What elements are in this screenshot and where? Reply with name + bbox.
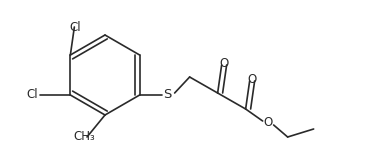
Text: Cl: Cl — [27, 88, 38, 102]
Text: O: O — [247, 73, 256, 86]
Text: S: S — [164, 88, 172, 102]
Text: O: O — [219, 57, 228, 70]
Text: CH₃: CH₃ — [73, 130, 95, 143]
Text: O: O — [263, 117, 272, 129]
Text: Cl: Cl — [69, 21, 81, 34]
